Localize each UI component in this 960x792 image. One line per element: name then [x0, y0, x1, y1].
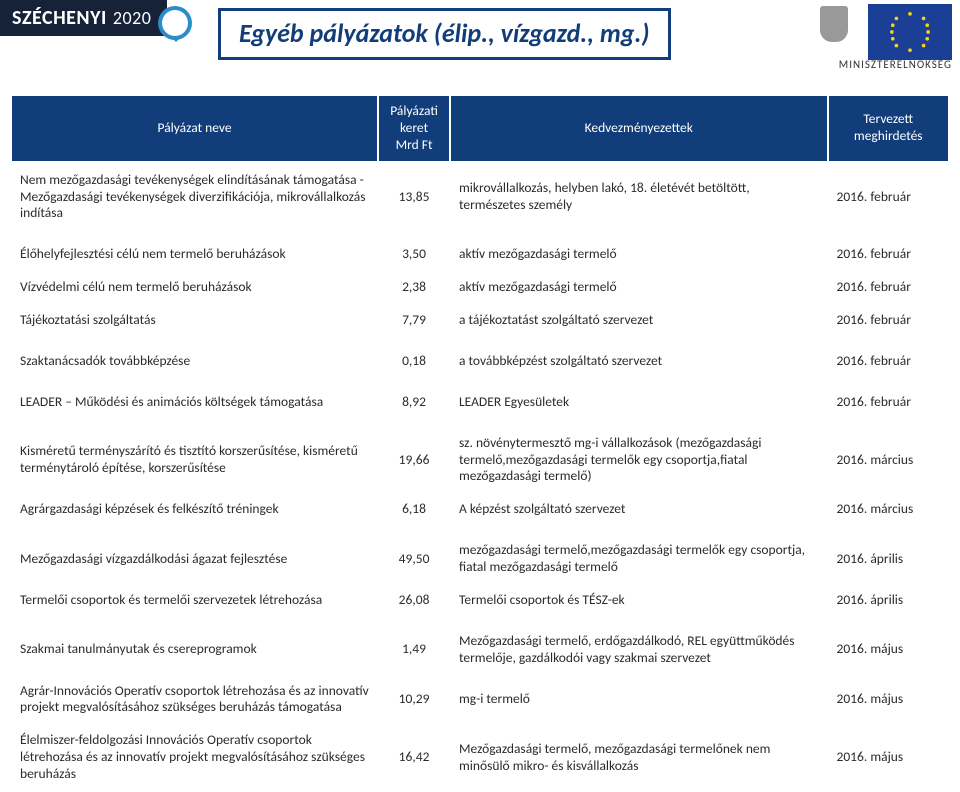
- cell-name: Mezőgazdasági vízgazdálkodási ágazat fej…: [12, 535, 377, 583]
- cell-date: 2016. április: [829, 585, 949, 616]
- cell-name: Vízvédelmi célú nem termelő beruházások: [12, 272, 377, 303]
- cell-budget: 16,42: [379, 725, 449, 790]
- row-gap: [12, 231, 948, 237]
- cell-beneficiary: Mezőgazdasági termelő, mezőgazdasági ter…: [451, 725, 827, 790]
- cell-beneficiary: sz. növénytermesztő mg-i vállalkozások (…: [451, 428, 827, 493]
- cell-budget: 26,08: [379, 585, 449, 616]
- hungary-crest-icon: [820, 6, 848, 42]
- cell-budget: 0,18: [379, 346, 449, 377]
- cell-date: 2016. május: [829, 626, 949, 674]
- cell-date: 2016. április: [829, 535, 949, 583]
- cell-beneficiary: a továbbképzést szolgáltató szervezet: [451, 346, 827, 377]
- table-row: Élelmiszer-feldolgozási Innovációs Opera…: [12, 725, 948, 790]
- eu-flag-icon: [868, 4, 952, 60]
- table-body: Nem mezőgazdasági tevékenységek elindítá…: [12, 163, 948, 790]
- cell-budget: 2,38: [379, 272, 449, 303]
- cell-name: Tájékoztatási szolgáltatás: [12, 305, 377, 336]
- map-pin-icon: [158, 6, 192, 40]
- cell-name: Agrárgazdasági képzések és felkészítő tr…: [12, 494, 377, 525]
- table-row: Mezőgazdasági vízgazdálkodási ágazat fej…: [12, 535, 948, 583]
- cell-budget: 7,79: [379, 305, 449, 336]
- page-title: Egyéb pályázatok (élip., vízgazd., mg.): [218, 8, 671, 60]
- cell-beneficiary: mikrovállalkozás, helyben lakó, 18. élet…: [451, 163, 827, 230]
- cell-beneficiary: aktív mezőgazdasági termelő: [451, 239, 827, 270]
- cell-beneficiary: aktív mezőgazdasági termelő: [451, 272, 827, 303]
- cell-beneficiary: mezőgazdasági termelő,mezőgazdasági term…: [451, 535, 827, 583]
- cell-name: Élőhelyfejlesztési célú nem termelő beru…: [12, 239, 377, 270]
- cell-name: Nem mezőgazdasági tevékenységek elindítá…: [12, 163, 377, 230]
- grants-table: Pályázat neve Pályázati keret Mrd Ft Ked…: [10, 94, 950, 792]
- cell-budget: 3,50: [379, 239, 449, 270]
- cell-date: 2016. február: [829, 163, 949, 230]
- cell-beneficiary: Termelői csoportok és TÉSZ-ek: [451, 585, 827, 616]
- cell-name: Agrár-Innovációs Operatív csoportok létr…: [12, 676, 377, 724]
- table-row: Agrárgazdasági képzések és felkészítő tr…: [12, 494, 948, 525]
- table-row: Agrár-Innovációs Operatív csoportok létr…: [12, 676, 948, 724]
- cell-name: Kisméretű terményszárító és tisztító kor…: [12, 428, 377, 493]
- cell-date: 2016. február: [829, 239, 949, 270]
- cell-beneficiary: a tájékoztatást szolgáltató szervezet: [451, 305, 827, 336]
- table-row: LEADER – Működési és animációs költségek…: [12, 387, 948, 418]
- cell-name: Szakmai tanulmányutak és csereprogramok: [12, 626, 377, 674]
- szechenyi-logo: SZÉCHENYI 2020: [0, 0, 167, 36]
- table-row: Nem mezőgazdasági tevékenységek elindítá…: [12, 163, 948, 230]
- cell-date: 2016. február: [829, 387, 949, 418]
- brand-text: SZÉCHENYI: [12, 6, 107, 30]
- cell-beneficiary: LEADER Egyesületek: [451, 387, 827, 418]
- cell-budget: 19,66: [379, 428, 449, 493]
- cell-date: 2016. február: [829, 305, 949, 336]
- cell-date: 2016. május: [829, 676, 949, 724]
- cell-budget: 6,18: [379, 494, 449, 525]
- cell-date: 2016. március: [829, 428, 949, 493]
- cell-budget: 1,49: [379, 626, 449, 674]
- col-name: Pályázat neve: [12, 96, 377, 161]
- cell-date: 2016. február: [829, 346, 949, 377]
- cell-beneficiary: mg-i termelő: [451, 676, 827, 724]
- row-gap: [12, 618, 948, 624]
- cell-budget: 13,85: [379, 163, 449, 230]
- cell-name: LEADER – Működési és animációs költségek…: [12, 387, 377, 418]
- row-gap: [12, 338, 948, 344]
- cell-name: Termelői csoportok és termelői szervezet…: [12, 585, 377, 616]
- cell-budget: 49,50: [379, 535, 449, 583]
- col-beneficiary: Kedvezményezettek: [451, 96, 827, 161]
- cell-name: Szaktanácsadók továbbképzése: [12, 346, 377, 377]
- brand-year: 2020: [113, 7, 152, 29]
- cell-date: 2016. március: [829, 494, 949, 525]
- row-gap: [12, 527, 948, 533]
- row-gap: [12, 420, 948, 426]
- cell-date: 2016. február: [829, 272, 949, 303]
- table-row: Szakmai tanulmányutak és csereprogramok1…: [12, 626, 948, 674]
- ministry-label: MINISZTERELNÖKSÉG: [839, 58, 952, 71]
- table-row: Kisméretű terményszárító és tisztító kor…: [12, 428, 948, 493]
- table-row: Tájékoztatási szolgáltatás7,79a tájékozt…: [12, 305, 948, 336]
- cell-beneficiary: Mezőgazdasági termelő, erdőgazdálkodó, R…: [451, 626, 827, 674]
- table-row: Termelői csoportok és termelői szervezet…: [12, 585, 948, 616]
- table-row: Vízvédelmi célú nem termelő beruházások2…: [12, 272, 948, 303]
- cell-budget: 10,29: [379, 676, 449, 724]
- cell-budget: 8,92: [379, 387, 449, 418]
- col-budget: Pályázati keret Mrd Ft: [379, 96, 449, 161]
- table-row: Szaktanácsadók továbbképzése0,18a tovább…: [12, 346, 948, 377]
- col-date: Tervezett meghirdetés: [829, 96, 949, 161]
- cell-date: 2016. május: [829, 725, 949, 790]
- cell-name: Élelmiszer-feldolgozási Innovációs Opera…: [12, 725, 377, 790]
- header-bar: SZÉCHENYI 2020 Egyéb pályázatok (élip., …: [0, 0, 960, 76]
- table-header: Pályázat neve Pályázati keret Mrd Ft Ked…: [12, 96, 948, 161]
- table-row: Élőhelyfejlesztési célú nem termelő beru…: [12, 239, 948, 270]
- cell-beneficiary: A képzést szolgáltató szervezet: [451, 494, 827, 525]
- row-gap: [12, 379, 948, 385]
